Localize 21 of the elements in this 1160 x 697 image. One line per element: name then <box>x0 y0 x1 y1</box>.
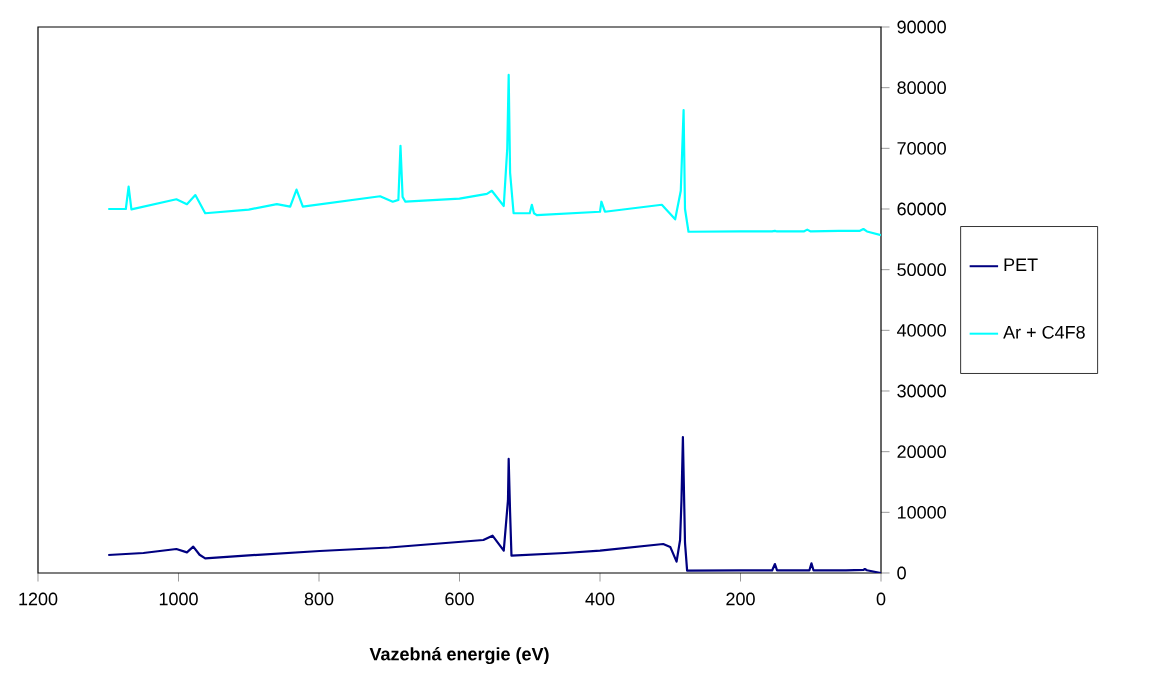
legend-label: Ar + C4F8 <box>1003 325 1085 339</box>
x-axis-title: Vazebná energie (eV) <box>369 647 549 665</box>
y-tick-label: 80000 <box>897 81 946 95</box>
x-tick-label: 800 <box>304 592 334 606</box>
y-tick-label: 30000 <box>897 384 946 398</box>
y-tick-label: 50000 <box>897 263 946 277</box>
y-tick-label: 10000 <box>897 505 946 519</box>
x-tick-label: 1000 <box>159 592 198 606</box>
y-tick-label: 90000 <box>897 20 946 34</box>
y-tick-label: 40000 <box>897 323 946 337</box>
line-series <box>107 73 881 237</box>
y-tick-label: 20000 <box>897 445 946 459</box>
x-tick-label: 1200 <box>19 592 58 606</box>
x-tick-label: 0 <box>876 592 886 606</box>
legend-label: PET <box>1004 258 1038 271</box>
x-tick-label: 600 <box>445 592 474 606</box>
y-tick-label: 70000 <box>897 141 946 155</box>
x-tick-label: 400 <box>585 592 615 606</box>
x-tick-label: 200 <box>726 592 755 606</box>
y-tick-label: 60000 <box>897 202 946 216</box>
y-tick-label: 0 <box>897 566 906 580</box>
